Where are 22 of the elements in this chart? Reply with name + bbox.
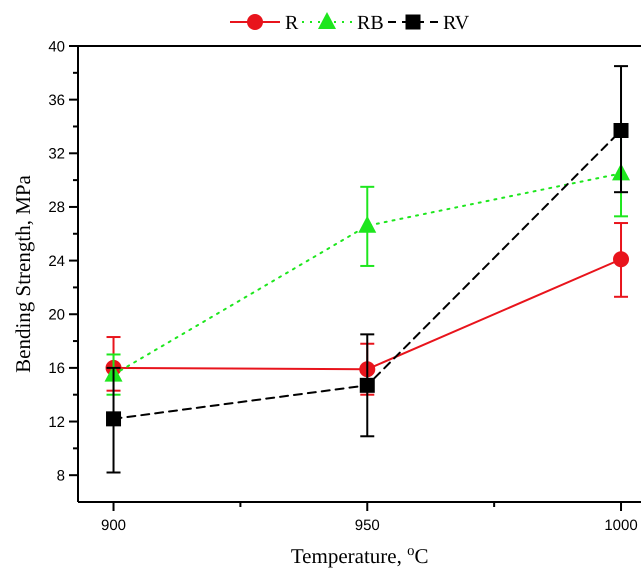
- y-tick-label: 8: [56, 467, 65, 484]
- y-tick-label: 20: [48, 306, 65, 324]
- point: [614, 122, 629, 138]
- x-axis-title: Temperature, $^{o}$C: [290, 543, 428, 568]
- x-tick-label: 950: [354, 517, 380, 534]
- point: [360, 378, 375, 393]
- legend-label: RB: [357, 12, 384, 34]
- point: [358, 216, 376, 233]
- y-tick-label: 24: [48, 252, 65, 270]
- y-axis-title: Bending Strength, MPa: [11, 174, 35, 373]
- y-tick-label: 36: [48, 92, 65, 109]
- y-tick-label: 40: [48, 38, 65, 56]
- y-tick-label: 32: [48, 146, 65, 163]
- point: [613, 251, 630, 268]
- y-tick-label: 12: [48, 414, 65, 431]
- x-tick-label: 1000: [604, 517, 638, 534]
- y-tick-label: 28: [48, 199, 65, 216]
- point: [106, 411, 122, 426]
- x-tick-label: 900: [101, 517, 126, 534]
- y-tick-label: 16: [48, 360, 65, 378]
- legend-label: R: [285, 12, 299, 34]
- legend-label: RV: [443, 12, 470, 34]
